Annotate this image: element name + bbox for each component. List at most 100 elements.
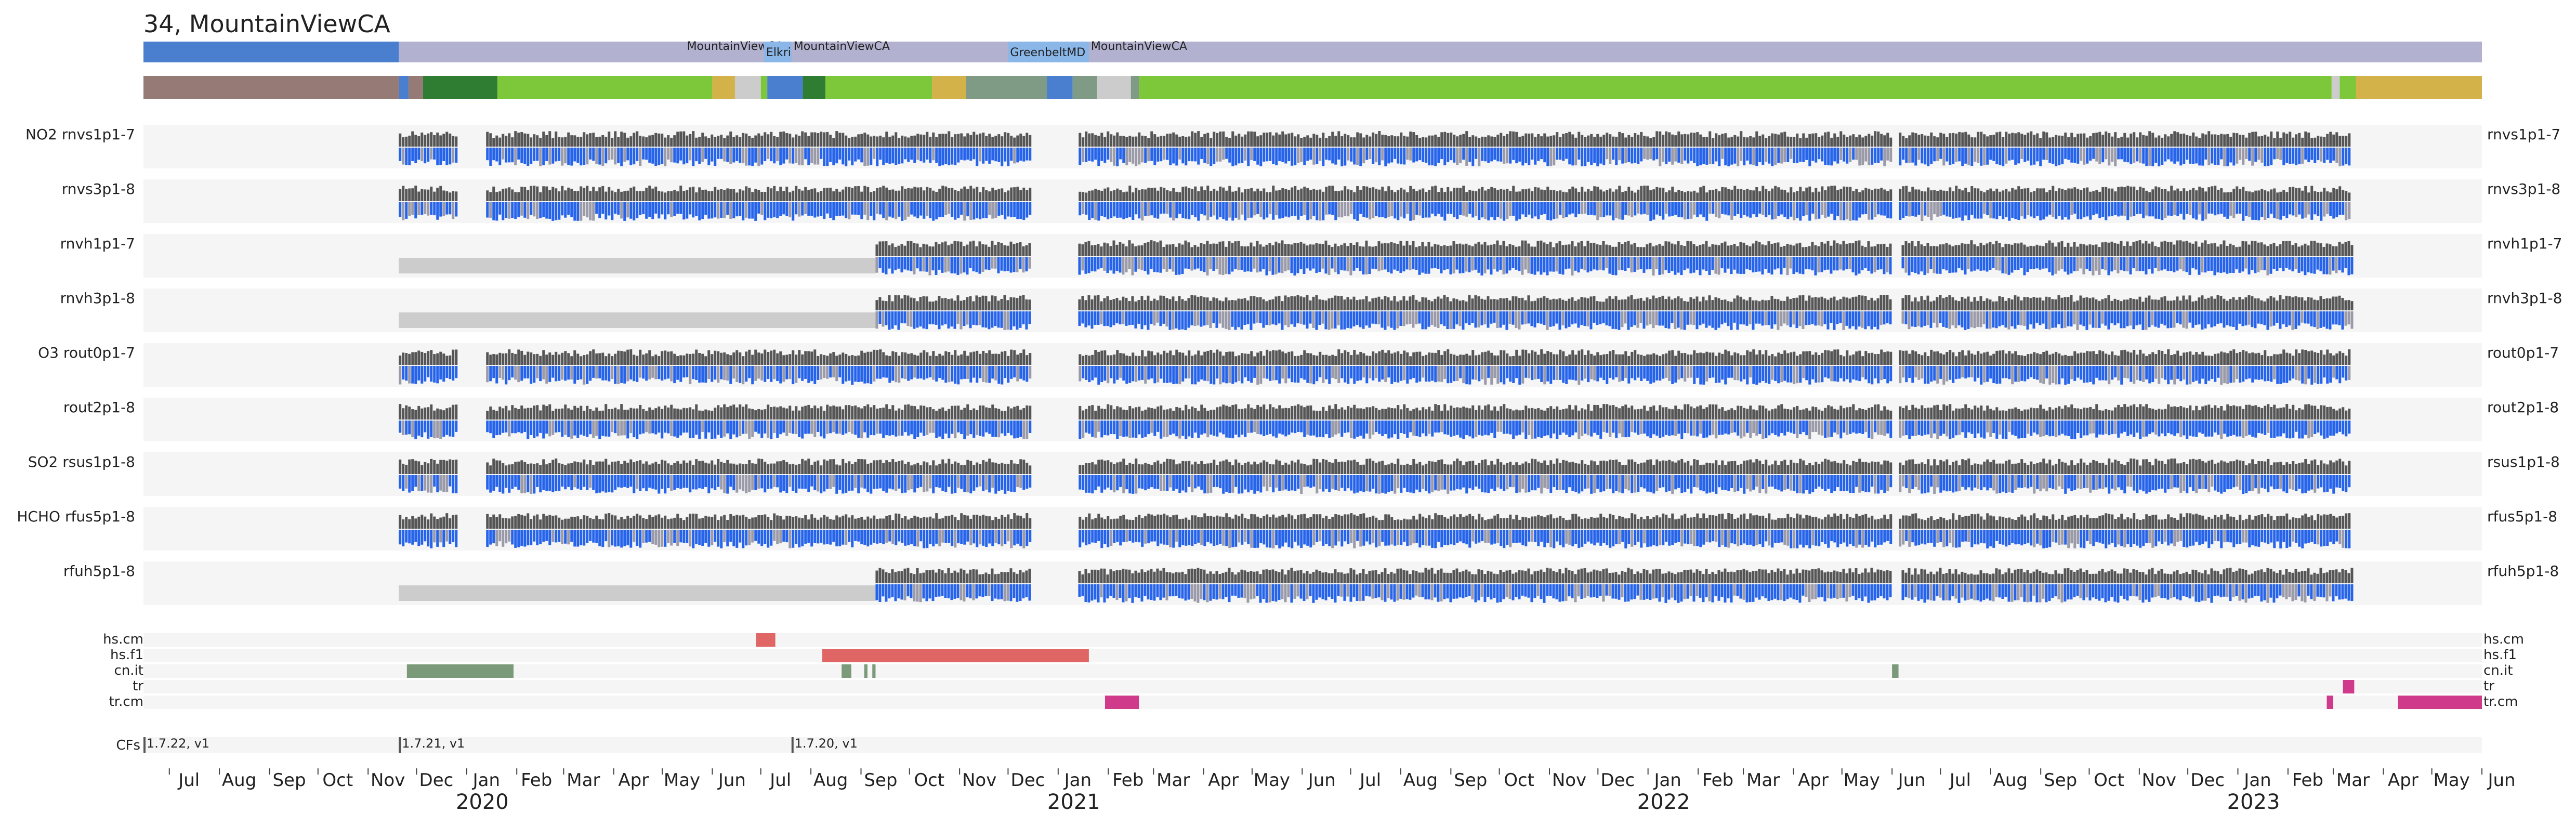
data-bar-lower bbox=[1883, 311, 1886, 325]
data-bar-upper bbox=[2207, 297, 2210, 310]
data-bar-lower bbox=[1584, 148, 1587, 166]
data-bar-upper bbox=[1088, 356, 1091, 365]
data-bar-lower bbox=[1384, 366, 1387, 382]
data-bar-upper bbox=[414, 135, 417, 147]
data-bar-upper bbox=[1465, 192, 1468, 201]
data-bar-lower bbox=[527, 148, 530, 166]
data-bar-upper bbox=[966, 189, 969, 201]
data-bar-upper bbox=[542, 350, 545, 365]
data-bar-upper bbox=[1562, 134, 1565, 147]
data-bar-lower bbox=[1396, 311, 1399, 329]
data-bar-lower bbox=[1331, 311, 1334, 329]
data-bar-lower bbox=[2266, 257, 2269, 276]
data-bar-upper bbox=[1686, 241, 1689, 256]
data-bar-upper bbox=[1986, 298, 1989, 310]
data-bar-upper bbox=[985, 136, 988, 147]
data-bar-lower bbox=[726, 202, 729, 215]
data-bar-upper bbox=[735, 192, 739, 201]
data-bar-lower bbox=[1677, 257, 1680, 273]
data-bar-upper bbox=[1758, 136, 1762, 147]
data-bar-lower bbox=[2070, 148, 2073, 163]
data-bar-upper bbox=[1456, 188, 1459, 201]
data-bar-upper bbox=[1889, 243, 1892, 256]
data-bar-lower bbox=[686, 202, 689, 219]
data-bar-upper bbox=[1106, 296, 1109, 310]
data-bar-upper bbox=[2117, 243, 2120, 256]
data-bar-lower bbox=[586, 366, 589, 384]
data-bar-lower bbox=[2266, 311, 2269, 330]
data-bar-upper bbox=[2023, 297, 2026, 310]
data-bar-upper bbox=[1244, 134, 1247, 147]
data-bar-upper bbox=[1795, 297, 1798, 310]
data-bar-lower bbox=[1415, 148, 1418, 162]
data-bar-upper bbox=[982, 187, 985, 201]
data-bar-upper bbox=[913, 187, 916, 201]
data-bar-lower bbox=[1970, 257, 1973, 272]
data-bar-lower bbox=[2176, 202, 2179, 216]
data-bar-lower bbox=[2245, 202, 2248, 216]
data-bar-upper bbox=[1543, 296, 1546, 310]
data-bar-lower bbox=[1390, 311, 1393, 328]
data-bar-lower bbox=[854, 148, 857, 162]
data-bar-lower bbox=[988, 311, 991, 330]
data-bar-lower bbox=[1228, 311, 1231, 330]
data-bar-lower bbox=[1187, 311, 1190, 328]
data-bar-upper bbox=[511, 137, 514, 147]
data-bar-upper bbox=[1861, 245, 1864, 256]
data-bar-lower bbox=[2248, 202, 2251, 217]
data-bar-lower bbox=[598, 366, 601, 378]
data-bar-upper bbox=[1490, 187, 1493, 201]
data-bar-lower bbox=[583, 148, 586, 165]
data-bar-upper bbox=[1147, 138, 1150, 147]
data-bar-lower bbox=[1846, 202, 1849, 220]
data-bar-lower bbox=[1634, 148, 1637, 163]
data-bar-upper bbox=[2198, 246, 2201, 256]
data-bar-upper bbox=[829, 353, 832, 365]
data-bar-upper bbox=[982, 132, 985, 147]
data-bar-lower bbox=[1836, 148, 1839, 164]
data-bar-upper bbox=[399, 189, 402, 201]
data-bar-lower bbox=[1992, 202, 1995, 219]
data-bar-upper bbox=[2185, 241, 2188, 256]
data-bar-upper bbox=[1210, 350, 1213, 365]
data-bar-upper bbox=[564, 351, 567, 365]
data-bar-upper bbox=[2267, 191, 2270, 201]
data-bar-lower bbox=[1843, 202, 1846, 220]
data-bar-upper bbox=[1000, 243, 1003, 256]
data-bar-lower bbox=[1418, 311, 1421, 324]
data-bar-lower bbox=[2060, 257, 2064, 269]
data-bar-lower bbox=[764, 202, 767, 220]
data-bar-upper bbox=[801, 190, 804, 201]
data-bar-upper bbox=[925, 244, 928, 256]
data-bar-lower bbox=[2257, 148, 2260, 160]
data-bar-upper bbox=[1263, 133, 1266, 147]
data-bar-lower bbox=[1923, 257, 1926, 276]
data-bar-upper bbox=[1524, 189, 1528, 201]
data-bar-lower bbox=[1808, 148, 1811, 166]
data-bar-lower bbox=[1521, 202, 1524, 215]
data-bar-lower bbox=[2207, 311, 2210, 324]
data-bar-upper bbox=[1512, 356, 1515, 365]
data-bar-lower bbox=[1702, 257, 1705, 270]
data-bar-lower bbox=[2085, 311, 2088, 330]
data-bar-lower bbox=[888, 311, 891, 330]
data-bar-lower bbox=[1362, 311, 1365, 329]
data-bar-lower bbox=[2101, 202, 2105, 217]
data-bar-upper bbox=[1138, 190, 1141, 201]
data-bar-lower bbox=[767, 366, 770, 379]
data-bar-lower bbox=[742, 366, 745, 385]
data-bar-upper bbox=[1792, 298, 1795, 310]
data-bar-lower bbox=[411, 202, 414, 215]
data-bar-upper bbox=[1930, 190, 1933, 201]
data-bar-upper bbox=[2141, 302, 2145, 310]
data-bar-lower bbox=[1377, 257, 1381, 271]
data-bar-lower bbox=[2176, 148, 2179, 162]
data-bar-upper bbox=[878, 297, 882, 310]
data-bar-lower bbox=[1443, 202, 1447, 221]
data-bar-lower bbox=[1568, 202, 1571, 215]
data-bar-lower bbox=[1437, 366, 1440, 382]
data-bar-upper bbox=[492, 354, 495, 365]
data-bar-lower bbox=[1942, 148, 1946, 166]
data-bar-lower bbox=[1132, 366, 1135, 382]
data-bar-lower bbox=[1085, 148, 1088, 162]
